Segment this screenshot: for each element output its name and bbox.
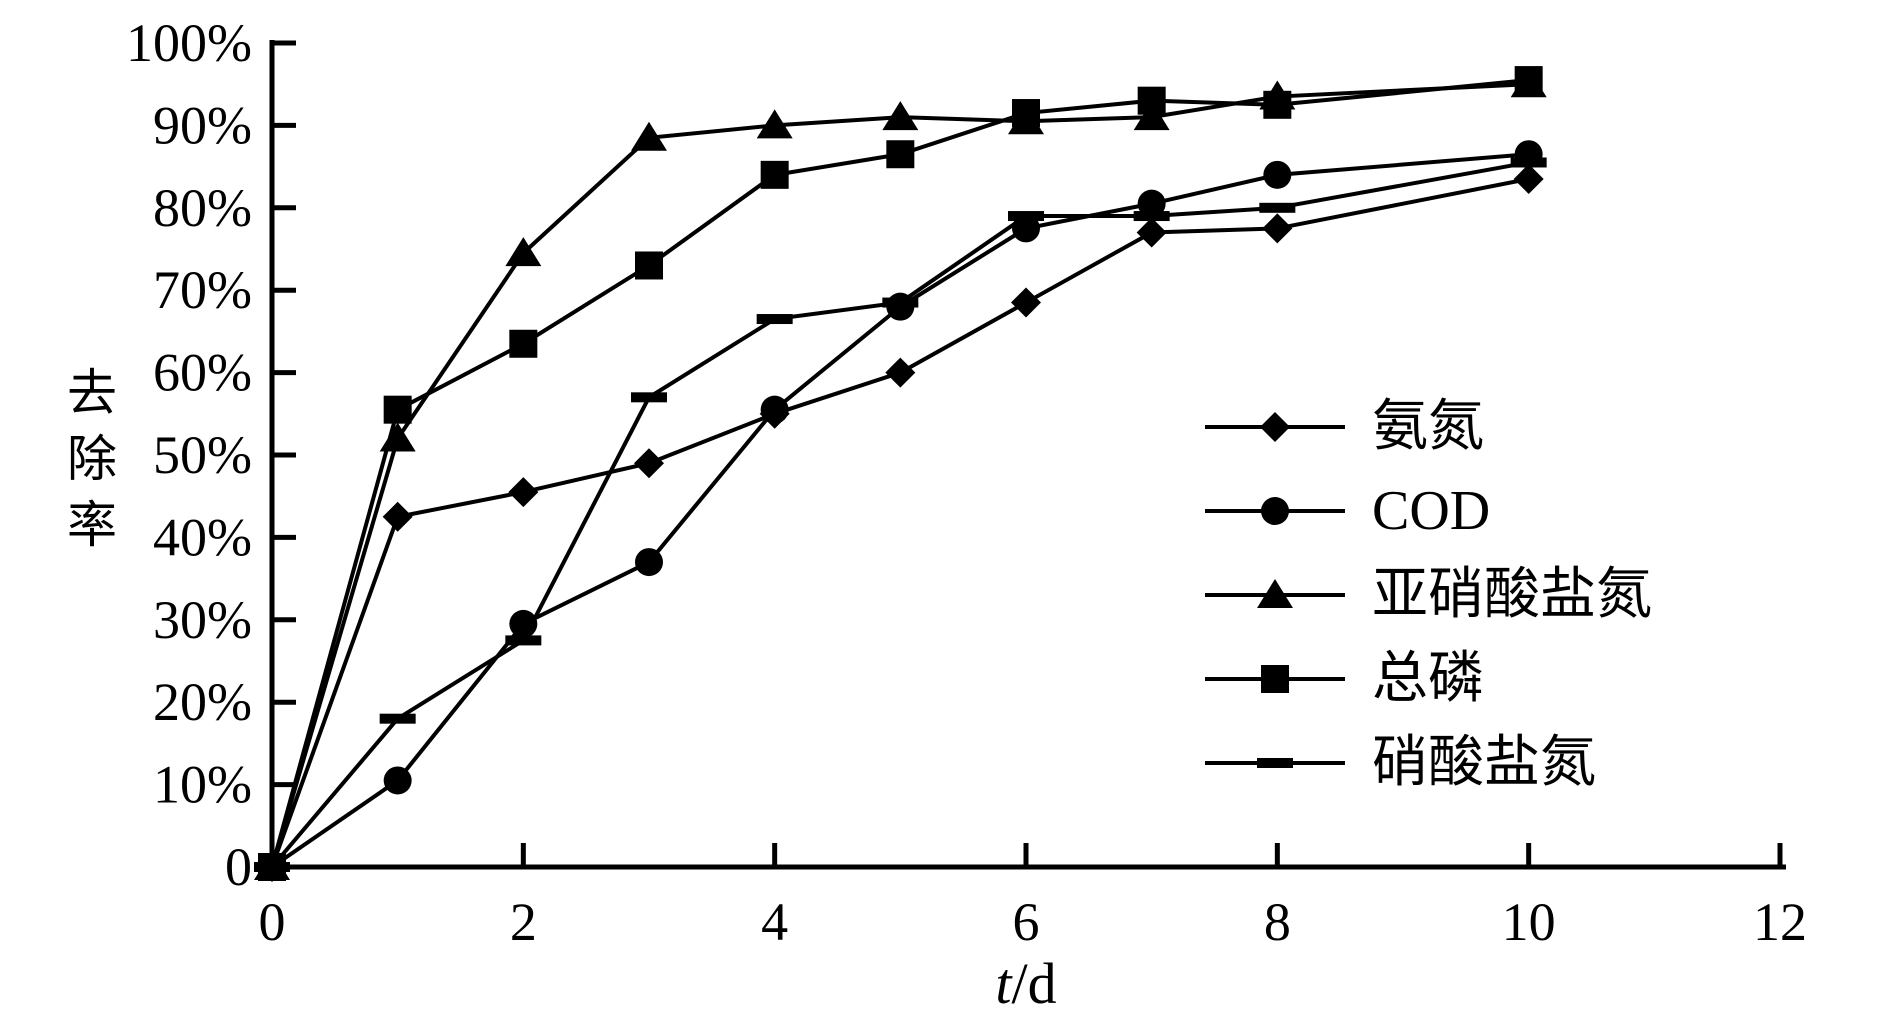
series-氨氮 (257, 163, 1544, 882)
circle-marker (1263, 160, 1292, 189)
diamond-marker (1513, 163, 1544, 194)
circle-marker (1261, 497, 1289, 525)
x-tick-label: 4 (761, 892, 788, 952)
triangle-marker (505, 237, 542, 267)
legend-label: COD (1372, 480, 1490, 542)
triangle-marker (756, 109, 793, 139)
y-tick-label: 40% (153, 507, 252, 567)
triangle-marker (1133, 101, 1170, 131)
dash-marker (1133, 211, 1170, 222)
diamond-marker (382, 501, 413, 532)
square-marker (1261, 665, 1289, 693)
square-marker (886, 140, 915, 169)
legend-label: 硝酸盐氮 (1372, 732, 1596, 794)
legend-item-总磷: 总磷 (1205, 648, 1484, 710)
triangle-marker (631, 121, 667, 151)
triangle-marker (882, 101, 919, 131)
square-marker (509, 329, 538, 358)
circle-marker (760, 395, 789, 424)
square-marker (1514, 66, 1543, 95)
axis-ticks (269, 40, 1783, 870)
dash-marker (505, 635, 542, 646)
diamond-marker (1260, 412, 1290, 442)
square-marker (1263, 90, 1292, 119)
x-tick-label: 8 (1264, 892, 1291, 952)
series-line-COD (270, 152, 1529, 869)
series-硝酸盐氮 (254, 157, 1547, 872)
dash-marker (1259, 202, 1296, 213)
legend-item-COD: COD (1205, 480, 1490, 542)
y-tick-label: 80% (153, 178, 252, 238)
dash-marker (1257, 758, 1293, 768)
series-line-亚硝酸盐氮 (270, 82, 1529, 868)
x-tick-label: 2 (510, 892, 537, 952)
x-axis-title: t/d (995, 951, 1057, 1016)
triangle-marker (379, 422, 416, 452)
y-tick-label: 100% (126, 13, 252, 73)
diamond-marker (634, 448, 664, 479)
circle-marker (1137, 189, 1166, 218)
dash-marker (1510, 157, 1547, 168)
diamond-marker (1262, 213, 1293, 244)
diamond-marker (1011, 287, 1041, 318)
x-tick-label: 12 (1753, 892, 1807, 952)
dash-marker (1008, 211, 1044, 222)
y-axis-title: 去除率 (60, 366, 116, 564)
legend-label: 总磷 (1372, 648, 1484, 710)
tick-labels: 0 2 4 6 8 10 12 0 10% 20% 30% 40% 50% 60% 70% 80% 90% 100… (126, 13, 1807, 952)
series-COD (258, 140, 1543, 881)
dash-marker (631, 392, 667, 403)
dash-marker (379, 713, 416, 724)
x-tick-label: 0 (259, 892, 286, 952)
y-tick-label: 20% (153, 672, 252, 732)
legend-label: 亚硝酸盐氮 (1372, 564, 1652, 626)
y-tick-label: 90% (153, 95, 252, 155)
series-line-总磷 (270, 78, 1529, 868)
dash-marker (882, 297, 919, 308)
square-marker (1012, 99, 1040, 128)
square-marker (760, 160, 789, 189)
circle-marker (383, 766, 412, 795)
series-line-硝酸盐氮 (270, 160, 1530, 869)
diamond-marker (885, 357, 916, 388)
y-tick-label: 50% (153, 425, 252, 485)
y-tick-label: 0 (225, 837, 252, 897)
square-marker (635, 251, 663, 280)
square-marker (1137, 86, 1166, 115)
square-marker (383, 395, 412, 424)
x-tick-label: 6 (1013, 892, 1040, 952)
legend-label: 氨氮 (1372, 396, 1484, 458)
y-tick-label: 30% (153, 590, 252, 650)
legend-item-硝酸盐氮: 硝酸盐氮 (1205, 732, 1596, 794)
diamond-marker (1136, 217, 1167, 248)
triangle-marker (1257, 579, 1293, 608)
x-tick-label: 10 (1502, 892, 1556, 952)
y-tick-label: 60% (153, 343, 252, 403)
series-亚硝酸盐氮 (254, 68, 1547, 880)
diamond-marker (508, 477, 539, 508)
y-tick-label: 10% (153, 755, 252, 815)
series-总磷 (258, 66, 1543, 881)
dash-marker (756, 314, 793, 325)
legend-item-亚硝酸盐氮: 亚硝酸盐氮 (1205, 564, 1652, 626)
dash-marker (254, 862, 290, 872)
series-line-氨氮 (270, 176, 1530, 868)
data-series (254, 66, 1547, 882)
legend-item-氨氮: 氨氮 (1205, 396, 1484, 458)
circle-marker (635, 548, 663, 577)
y-tick-label: 70% (153, 260, 252, 320)
